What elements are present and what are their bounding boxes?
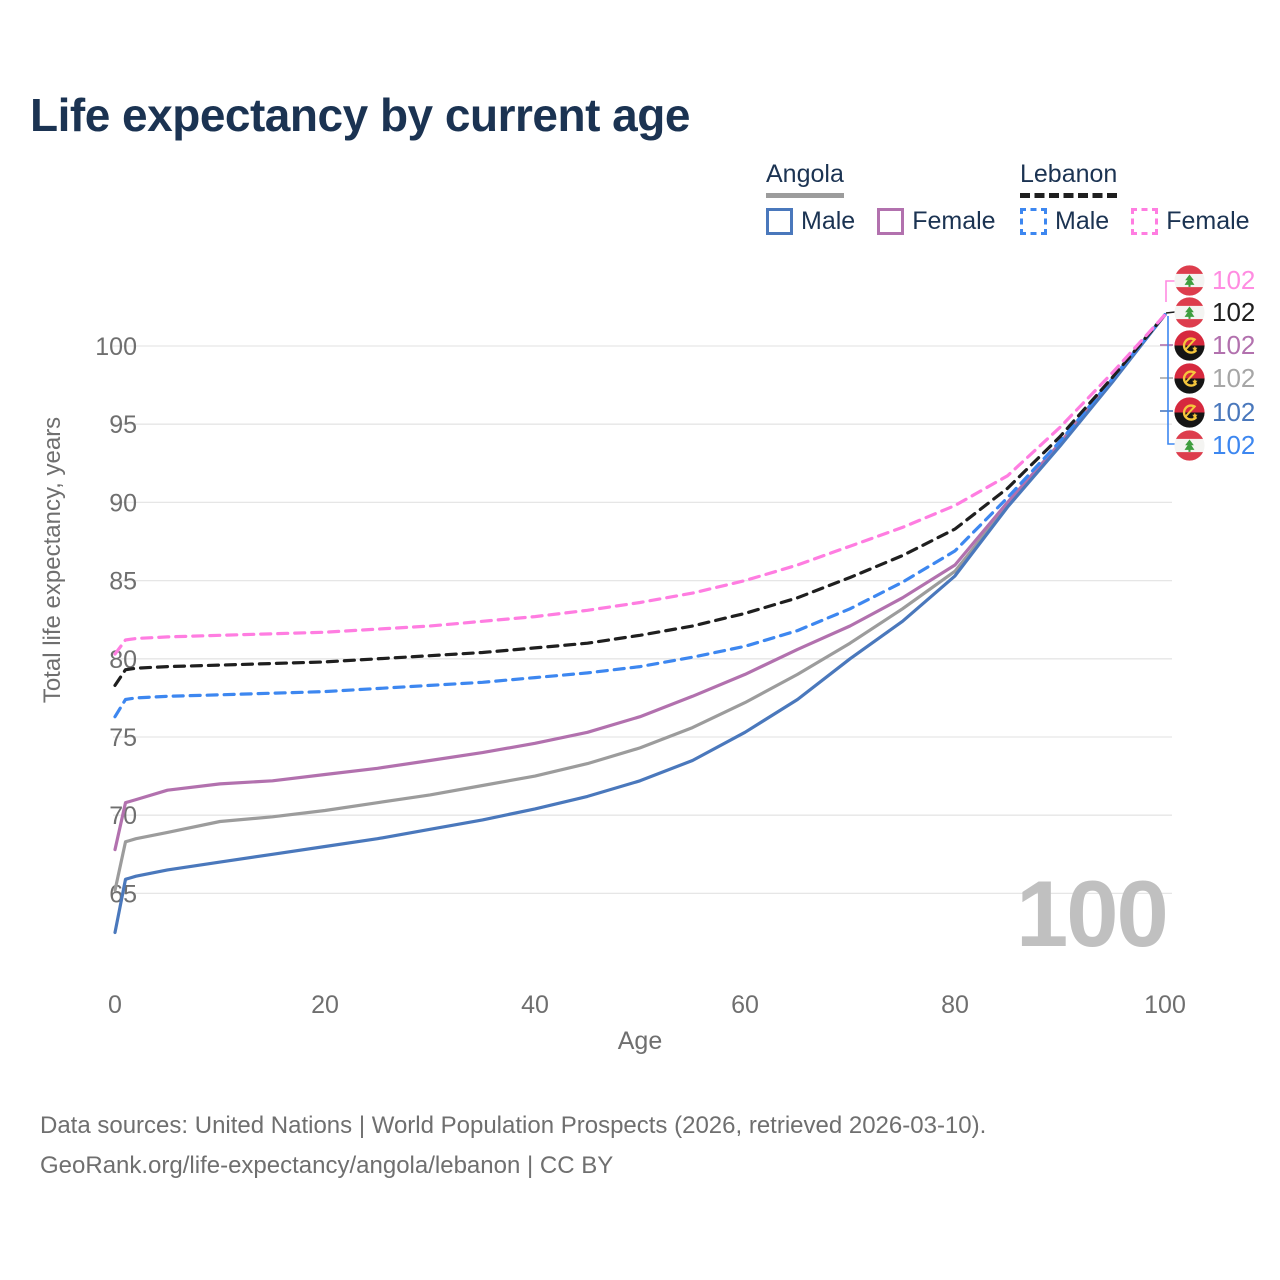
end-label-angola-female: 102	[1174, 329, 1255, 361]
leader-line	[1165, 311, 1176, 314]
legend-item-label: Male	[1055, 207, 1110, 235]
legend-item-lebanon-female[interactable]: Female	[1131, 207, 1250, 236]
series-line-lebanon-male	[113, 313, 1167, 719]
legend-item-label: Male	[801, 207, 856, 235]
y-tick-label: 90	[109, 489, 137, 517]
end-label-angola: 102	[1174, 362, 1255, 394]
legend-item-label: Female	[912, 207, 996, 235]
series-line-lebanon-female	[113, 313, 1167, 656]
legend-title-lebanon[interactable]: Lebanon	[1020, 160, 1118, 198]
lebanon-male-swatch-icon	[1020, 208, 1047, 235]
angola-female-swatch-icon	[877, 208, 905, 235]
x-tick-label: 100	[1144, 991, 1186, 1019]
x-tick-label: 40	[521, 991, 549, 1019]
series-line-lebanon	[113, 313, 1167, 688]
end-label-value: 102	[1212, 264, 1256, 295]
angola-flag-icon	[1174, 362, 1205, 394]
footer-attribution-link[interactable]: GeoRank.org/life-expectancy/angola/leban…	[40, 1152, 614, 1180]
y-axis-title: Total life expectancy, years	[39, 417, 66, 703]
leader-line	[1165, 280, 1175, 302]
angola-flag-icon	[1174, 329, 1205, 361]
x-tick-label: 20	[311, 991, 339, 1019]
leader-line	[1167, 316, 1176, 445]
lebanon-flag-icon	[1174, 429, 1205, 461]
y-tick-label: 85	[109, 568, 137, 596]
x-axis-title: Age	[618, 1027, 662, 1055]
y-tick-label: 95	[109, 411, 137, 439]
legend-item-label: Female	[1166, 207, 1250, 235]
end-label-value: 102	[1212, 396, 1256, 427]
end-label-lebanon: 102	[1174, 296, 1255, 328]
page-title: Life expectancy by current age	[30, 89, 690, 141]
series-line-angola-female	[113, 313, 1167, 852]
lebanon-female-swatch-icon	[1131, 208, 1159, 235]
x-tick-label: 80	[941, 991, 969, 1019]
end-label-lebanon-male: 102	[1174, 429, 1255, 461]
series-lines	[113, 313, 1167, 935]
footer: Data sources: United Nations | World Pop…	[40, 1106, 986, 1186]
series-line-angola	[113, 313, 1167, 892]
legend-item-angola-male[interactable]: Male	[766, 207, 855, 236]
series-line-angola-male	[113, 313, 1167, 935]
legend-title-angola[interactable]: Angola	[766, 160, 844, 198]
end-label-value: 102	[1212, 329, 1256, 360]
end-label-angola-male: 102	[1174, 396, 1255, 428]
end-label-lebanon-female: 102	[1174, 264, 1255, 296]
y-tick-label: 100	[95, 333, 137, 361]
legend-row-lebanon: Male Female	[1020, 207, 1272, 236]
gridlines	[113, 345, 1172, 895]
legend-item-angola-female[interactable]: Female	[877, 207, 996, 236]
lebanon-flag-icon	[1174, 264, 1205, 296]
legend-row-angola: Male Female	[766, 207, 1018, 236]
x-tick-label: 0	[108, 991, 122, 1019]
label-leader-lines	[1160, 280, 1176, 445]
angola-flag-icon	[1174, 396, 1205, 428]
end-label-value: 102	[1212, 429, 1256, 460]
footer-data-sources: Data sources: United Nations | World Pop…	[40, 1112, 987, 1139]
legend-group-lebanon: Lebanon Male Female	[1020, 160, 1272, 236]
angola-male-swatch-icon	[766, 208, 793, 235]
legend-group-angola: Angola Male Female	[766, 160, 1018, 236]
y-tick-label: 75	[109, 724, 137, 752]
lebanon-flag-icon	[1174, 296, 1205, 328]
legend: Angola Male Female Lebanon Male	[0, 160, 1280, 250]
current-age-watermark: 100	[1016, 861, 1169, 966]
legend-item-lebanon-male[interactable]: Male	[1020, 207, 1109, 236]
end-label-value: 102	[1212, 296, 1256, 327]
x-axis-tick-labels: 0 20 40 60 80 100	[108, 991, 1186, 1019]
x-tick-label: 60	[731, 991, 759, 1019]
end-label-value: 102	[1212, 362, 1256, 393]
